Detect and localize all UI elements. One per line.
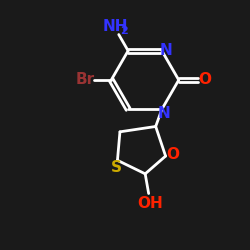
Text: 2: 2 [120, 26, 128, 36]
Text: OH: OH [138, 196, 163, 211]
Text: N: N [158, 106, 171, 121]
Text: S: S [111, 160, 122, 175]
Text: N: N [160, 43, 173, 58]
Text: O: O [198, 72, 211, 88]
Text: O: O [166, 147, 179, 162]
Text: Br: Br [76, 72, 94, 88]
Text: NH: NH [102, 19, 128, 34]
